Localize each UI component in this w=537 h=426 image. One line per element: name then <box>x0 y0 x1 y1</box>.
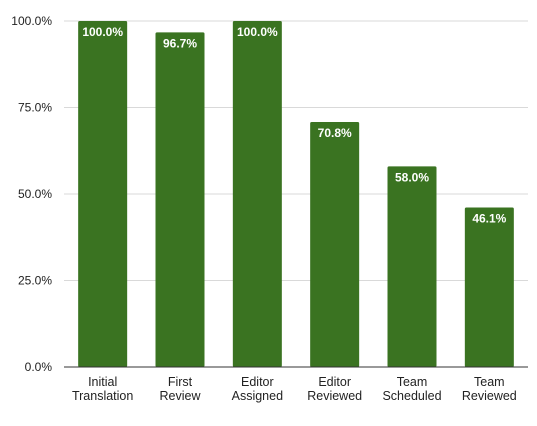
x-category-label: Review <box>160 389 202 403</box>
x-category-label: Editor <box>241 375 274 389</box>
y-tick-label: 100.0% <box>11 14 52 28</box>
bar <box>310 122 360 367</box>
data-label: 70.8% <box>318 126 352 140</box>
bar <box>78 21 128 367</box>
y-tick-label: 50.0% <box>18 187 52 201</box>
x-category-label: Reviewed <box>462 389 517 403</box>
y-tick-label: 0.0% <box>25 360 53 374</box>
x-category-label: Scheduled <box>382 389 441 403</box>
data-label: 100.0% <box>237 25 278 39</box>
bar <box>232 21 282 367</box>
x-category-label: Team <box>397 375 428 389</box>
x-category-label: Editor <box>318 375 351 389</box>
data-label: 46.1% <box>472 211 506 225</box>
x-category-label: Initial <box>88 375 117 389</box>
y-tick-label: 75.0% <box>18 101 52 115</box>
bars: 100.0% 96.7% 100.0% 70.8% 58.0% 46.1% <box>78 21 514 367</box>
y-axis-tick-labels: 0.0% 25.0% 50.0% 75.0% 100.0% <box>11 14 52 374</box>
gridlines <box>64 20 528 281</box>
data-label: 100.0% <box>82 25 123 39</box>
x-category-label: Reviewed <box>307 389 362 403</box>
x-axis-category-labels: InitialTranslationFirstReviewEditorAssig… <box>72 375 517 403</box>
x-category-label: Team <box>474 375 505 389</box>
data-label: 58.0% <box>395 170 429 184</box>
x-category-label: First <box>168 375 193 389</box>
y-tick-label: 25.0% <box>18 274 52 288</box>
x-category-label: Assigned <box>232 389 283 403</box>
x-category-label: Translation <box>72 389 133 403</box>
bar <box>155 32 205 367</box>
bar <box>387 166 437 367</box>
bar <box>464 207 514 367</box>
data-label: 96.7% <box>163 36 197 50</box>
